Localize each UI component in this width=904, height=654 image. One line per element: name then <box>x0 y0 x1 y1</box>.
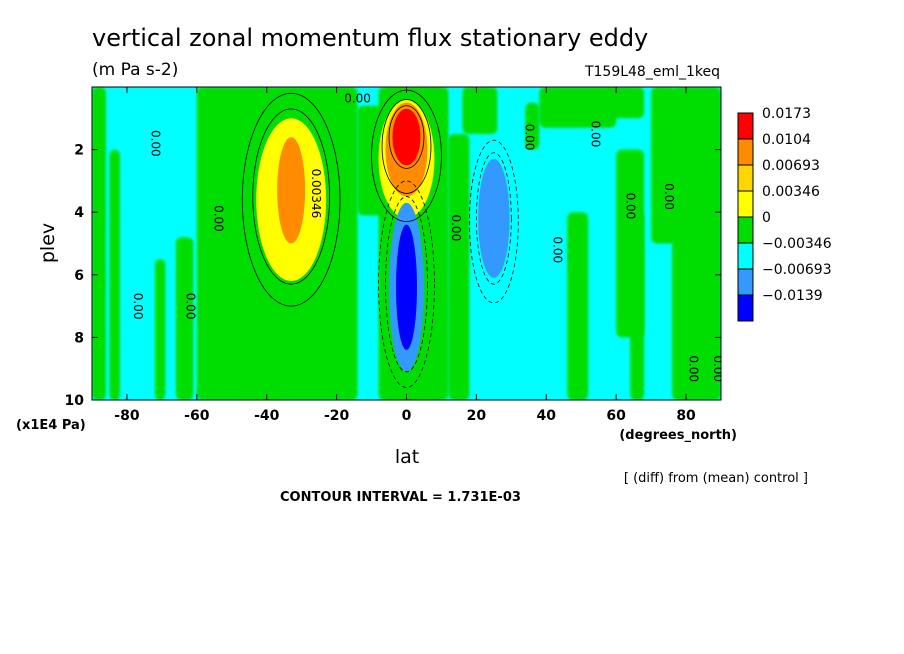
filled-contour-field <box>92 87 721 400</box>
green-region <box>630 212 645 400</box>
chart-title: vertical zonal momentum flux stationary … <box>92 24 648 52</box>
colorbar-label: −0.00693 <box>762 262 832 278</box>
green-region <box>686 180 701 369</box>
contour-label: 0.00 <box>711 355 725 382</box>
contour-label: 0.00 <box>589 121 603 148</box>
green-region <box>525 102 540 150</box>
contour-label: 0.00 <box>131 293 145 320</box>
green-region <box>602 87 645 119</box>
colorbar-swatch <box>737 138 754 166</box>
colorbar-swatch <box>737 190 754 218</box>
contour-line <box>381 99 432 194</box>
run-label: T159L48_eml_1keq <box>584 64 720 80</box>
contour-label: 0.00 <box>344 92 371 106</box>
contour-label: 0.00 <box>687 355 701 382</box>
y-axis-units: (x1E4 Pa) <box>16 418 86 433</box>
colorbar: 0.0173 0.0104 0.00693 0.00346 0 −0.00346 −0.00… <box>737 106 832 322</box>
contour-label: 0.00 <box>449 214 463 241</box>
x-tick-label: -80 <box>114 408 140 424</box>
x-tick-label: 80 <box>676 408 696 424</box>
contour-label: 0.00 <box>550 236 564 263</box>
x-tick-label: 60 <box>606 408 626 424</box>
colorbar-swatch <box>737 216 754 244</box>
x-tick-label: 40 <box>537 408 557 424</box>
contour-line <box>388 105 425 169</box>
colorbar-label: 0.0104 <box>762 132 811 148</box>
x-tick-label: 0 <box>402 408 412 424</box>
contour-interval-label: CONTOUR INTERVAL = 1.731E-03 <box>280 490 521 505</box>
contour-labels: 0.00 0.00 0.00 0.00 0.00346 0.00 0.00 0.00 0.00 0… <box>131 92 725 382</box>
negative-region-eq-core <box>396 224 417 350</box>
x-axis-units: (degrees_north) <box>619 428 737 443</box>
negative-region-25n <box>478 158 510 278</box>
y-tick-label: 10 <box>65 393 85 409</box>
contour-label: 0.00 <box>662 183 676 210</box>
green-region <box>175 237 194 400</box>
x-tick-label: -20 <box>324 408 350 424</box>
colorbar-swatch <box>737 242 754 270</box>
green-region <box>448 133 470 400</box>
contour-label: 0.00346 <box>309 169 323 219</box>
colorbar-label: 0.00693 <box>762 158 820 174</box>
colorbar-swatch <box>737 164 754 192</box>
x-tick-label: -60 <box>184 408 210 424</box>
contour-label: 0.00 <box>183 293 197 320</box>
contour-label: 0.00 <box>148 130 162 157</box>
contour-line <box>252 108 331 285</box>
green-region <box>651 87 676 244</box>
contour-line <box>468 139 519 304</box>
colorbar-label: −0.0139 <box>762 288 823 304</box>
colorbar-swatch <box>737 112 754 140</box>
y-tick-label: 8 <box>74 330 84 346</box>
contour-line <box>241 92 341 307</box>
contour-line <box>385 196 428 373</box>
colorbar-swatch <box>737 268 754 296</box>
contour-line <box>378 180 435 388</box>
positive-region-eq-high <box>392 108 421 166</box>
green-region <box>109 149 120 400</box>
x-tick-label: -40 <box>254 408 280 424</box>
contour-label: 0.00 <box>522 124 536 151</box>
x-axis-label: lat <box>395 446 419 468</box>
green-region <box>567 212 589 400</box>
colorbar-label: 0.0173 <box>762 106 811 122</box>
y-tick-label: 6 <box>74 268 84 284</box>
contour-label: 0.00 <box>624 193 638 220</box>
positive-region-mid <box>277 137 306 244</box>
colorbar-swatch <box>737 294 754 322</box>
contour-line <box>475 152 512 285</box>
x-axis: -80 -60 -40 -20 0 20 40 60 80 <box>114 87 696 424</box>
x-tick-label: 20 <box>467 408 487 424</box>
footer-note: [ (diff) from (mean) control ] <box>624 471 808 486</box>
colorbar-label: 0 <box>762 210 771 226</box>
green-region <box>154 259 166 400</box>
y-axis-label: plev <box>37 223 59 263</box>
green-region <box>539 87 617 128</box>
chart-units: (m Pa s-2) <box>92 60 178 80</box>
y-axis: 2 4 6 8 10 <box>65 143 721 409</box>
y-tick-label: 4 <box>74 205 84 221</box>
green-region <box>462 87 498 134</box>
colorbar-label: −0.00346 <box>762 236 832 252</box>
colorbar-label: 0.00346 <box>762 184 820 200</box>
contour-label: 0.00 <box>211 205 225 232</box>
green-region <box>92 87 106 400</box>
y-tick-label: 2 <box>74 143 84 159</box>
